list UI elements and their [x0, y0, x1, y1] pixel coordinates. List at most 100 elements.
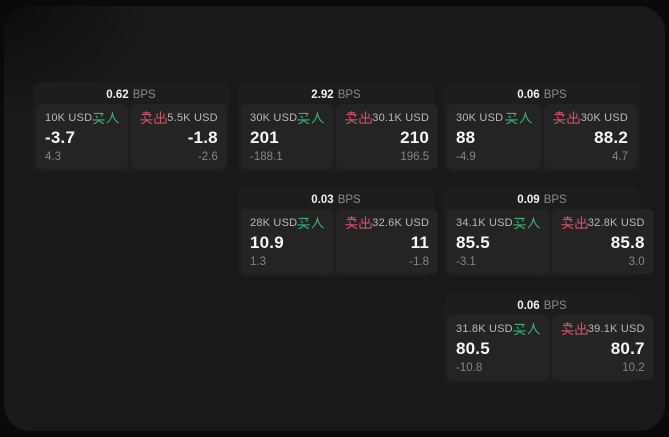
- cjk-glyph-mai-sell-icon: [140, 111, 154, 124]
- bps-suffix: BPS: [132, 88, 156, 101]
- buy-quote-panel[interactable]: 10K USD: [36, 104, 129, 169]
- bps-suffix: BPS: [543, 88, 567, 101]
- sell-amount: 32.6K USD: [372, 216, 430, 229]
- sell-price: 85.8: [610, 233, 645, 252]
- sell-sub-value: 3.0: [628, 256, 645, 268]
- sell-sub-value: 196.5: [400, 151, 430, 163]
- cjk-glyph-mai-sell-icon: [552, 111, 566, 124]
- buy-sub-value: 4.3: [45, 151, 61, 163]
- cjk-glyph-ru-icon: [311, 112, 325, 124]
- sell-label: [561, 216, 588, 229]
- buy-panel-top: 28K USD: [250, 216, 325, 229]
- sell-quote-panel[interactable]: 32.8K USD 85.8 3.0: [551, 209, 654, 274]
- cjk-glyph-chu-icon: [575, 216, 588, 229]
- buy-panel-top: 30K USD: [456, 111, 532, 124]
- cjk-glyph-ru-icon: [527, 217, 540, 229]
- quote-card: 0.62 BPS 10K USD: [33, 82, 229, 172]
- buy-label: [504, 111, 532, 124]
- sell-label: [561, 322, 588, 335]
- bps-value: 0.06: [517, 299, 540, 312]
- buy-panel-top: 31.8K USD: [456, 322, 540, 335]
- buy-quote-panel[interactable]: 31.8K USD: [447, 315, 549, 380]
- sell-amount: 32.8K USD: [587, 216, 645, 229]
- cjk-glyph-chu-icon: [575, 322, 588, 335]
- quotes-panel: 0.62 BPS 10K USD: [4, 6, 665, 431]
- cjk-glyph-mai-buy-icon: [513, 217, 526, 229]
- bps-value: 0.06: [517, 88, 540, 101]
- cjk-glyph-ru-icon: [519, 112, 532, 124]
- cjk-glyph-chu-icon: [359, 216, 372, 229]
- sell-quote-panel[interactable]: 32.6K USD 11 -1.8: [336, 209, 439, 274]
- cjk-glyph-mai-sell-icon: [345, 216, 359, 229]
- buy-price: -3.7: [45, 128, 76, 147]
- bps-suffix: BPS: [543, 193, 567, 206]
- sell-price: -1.8: [187, 128, 218, 147]
- buy-price: 10.9: [250, 233, 284, 252]
- sell-panel-top: 32.6K USD: [345, 216, 429, 229]
- quote-panels: 34.1K USD: [447, 209, 654, 274]
- sell-price: 80.7: [610, 339, 645, 358]
- bps-value: 0.09: [517, 193, 540, 206]
- sell-quote-panel[interactable]: 30.1K USD 210 196.5: [336, 104, 439, 169]
- bps-value: 0.62: [106, 88, 129, 101]
- quote-card-header: 0.03 BPS: [241, 190, 431, 209]
- buy-label: [513, 322, 540, 335]
- sell-quote-panel[interactable]: 39.1K USD 80.7 10.2: [551, 315, 654, 380]
- buy-quote-panel[interactable]: 28K USD: [241, 209, 334, 274]
- quote-card-header: 2.92 BPS: [241, 85, 431, 104]
- buy-amount: 34.1K USD: [456, 216, 513, 229]
- quote-card: 0.09 BPS 34.1K USD: [444, 187, 654, 277]
- sell-label: [345, 111, 372, 124]
- quote-panels: 31.8K USD: [447, 315, 654, 380]
- sell-panel-top: 32.8K USD: [561, 216, 645, 229]
- buy-sub-value: -3.1: [456, 256, 476, 268]
- cjk-glyph-ru-icon: [311, 217, 325, 229]
- cjk-glyph-mai-buy-icon: [297, 217, 311, 229]
- cjk-glyph-ru-icon: [527, 323, 540, 335]
- bps-value: 0.03: [311, 193, 334, 206]
- sell-panel-top: 39.1K USD: [561, 322, 645, 335]
- sell-label: [552, 111, 580, 124]
- buy-price: 201: [250, 128, 279, 147]
- buy-label: [92, 111, 120, 124]
- sell-price: 210: [400, 128, 430, 147]
- cjk-glyph-mai-buy-icon: [297, 112, 311, 124]
- sell-amount: 30K USD: [580, 111, 628, 124]
- cjk-glyph-mai-buy-icon: [504, 112, 518, 124]
- sell-sub-value: -2.6: [197, 151, 218, 163]
- buy-quote-panel[interactable]: 34.1K USD: [447, 209, 549, 274]
- bps-suffix: BPS: [337, 88, 361, 101]
- sell-amount: 39.1K USD: [587, 322, 645, 335]
- quote-card: 2.92 BPS 30K USD: [238, 82, 439, 172]
- buy-label: [513, 216, 540, 229]
- cjk-glyph-chu-icon: [154, 111, 167, 124]
- buy-amount: 28K USD: [250, 216, 298, 229]
- quote-panels: 30K USD: [447, 104, 637, 169]
- cjk-glyph-mai-buy-icon: [513, 323, 526, 335]
- quote-panels: 30K USD: [241, 104, 439, 169]
- sell-sub-value: 4.7: [612, 151, 628, 163]
- sell-sub-value: 10.2: [622, 362, 645, 374]
- buy-sub-value: -10.8: [456, 362, 483, 374]
- buy-price: 88: [456, 128, 476, 147]
- sell-panel-top: 30K USD: [552, 111, 629, 124]
- cjk-glyph-chu-icon: [359, 111, 372, 124]
- sell-amount: 5.5K USD: [167, 111, 218, 124]
- sell-panel-top: 5.5K USD: [140, 111, 218, 124]
- buy-sub-value: -4.9: [456, 151, 476, 163]
- quote-card-header: 0.06 BPS: [447, 85, 637, 104]
- buy-label: [297, 111, 325, 124]
- quote-card: 0.06 BPS 31.8K USD: [444, 293, 654, 383]
- cjk-glyph-mai-sell-icon: [345, 111, 359, 124]
- sell-panel-top: 30.1K USD: [345, 111, 429, 124]
- sell-quote-panel[interactable]: 5.5K USD -1.8 -2.6: [131, 104, 227, 169]
- buy-sub-value: -188.1: [250, 151, 283, 163]
- sell-quote-panel[interactable]: 30K USD 88.2 4.7: [543, 104, 637, 169]
- buy-quote-panel[interactable]: 30K USD: [447, 104, 541, 169]
- buy-price: 80.5: [456, 339, 490, 358]
- buy-quote-panel[interactable]: 30K USD: [241, 104, 334, 169]
- buy-panel-top: 34.1K USD: [456, 216, 540, 229]
- quote-card-header: 0.62 BPS: [36, 85, 226, 104]
- buy-amount: 30K USD: [456, 111, 504, 124]
- quote-panels: 10K USD: [36, 104, 227, 169]
